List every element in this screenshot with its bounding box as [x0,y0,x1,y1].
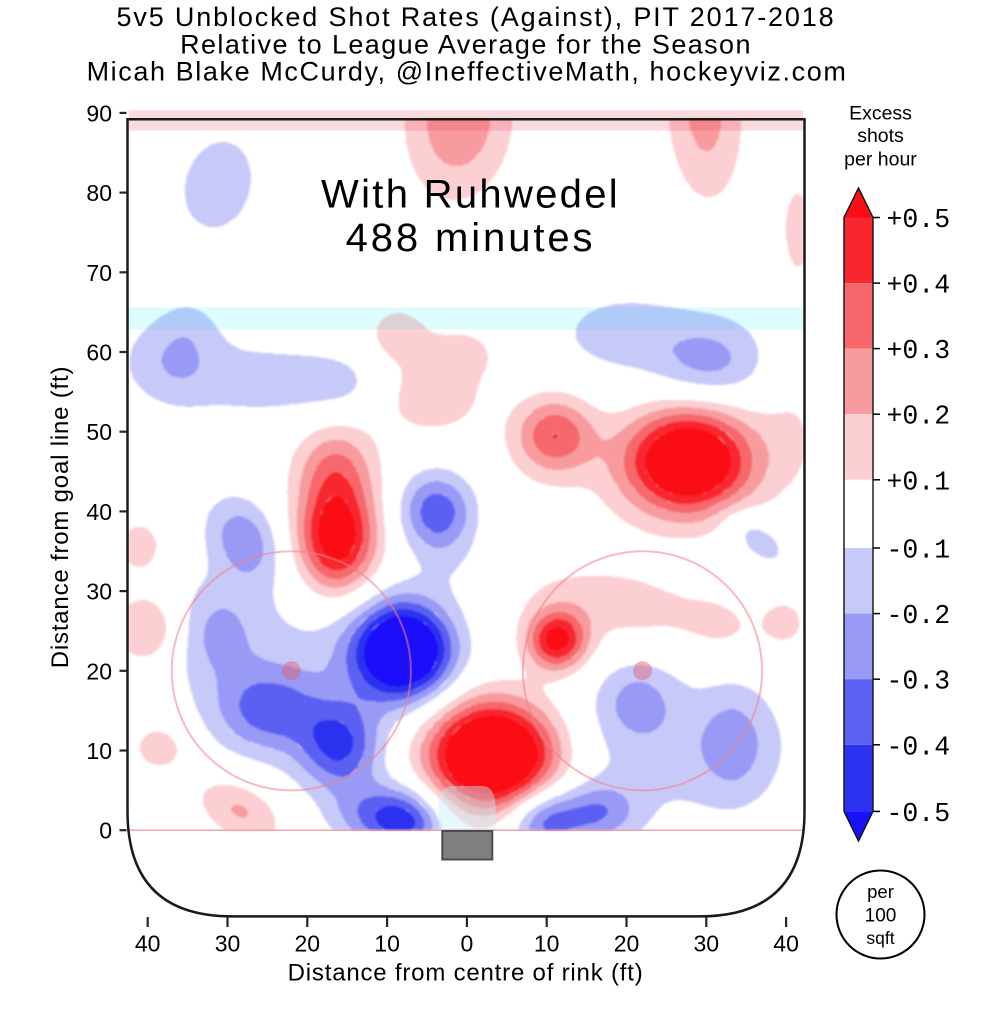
svg-text:100: 100 [865,906,897,927]
svg-text:70: 70 [86,260,112,286]
svg-text:+0.3: +0.3 [887,336,951,366]
svg-text:+0.5: +0.5 [887,205,951,235]
svg-text:90: 90 [86,100,112,126]
svg-text:10: 10 [374,931,400,957]
svg-text:+0.4: +0.4 [887,271,951,301]
svg-text:+0.1: +0.1 [887,467,951,497]
svg-text:20: 20 [295,931,321,957]
svg-text:20: 20 [614,931,640,957]
svg-text:30: 30 [215,931,241,957]
svg-text:0: 0 [461,931,474,957]
svg-text:Excess: Excess [849,103,912,125]
svg-text:Distance from goal line (ft): Distance from goal line (ft) [47,366,74,669]
svg-text:per: per [867,881,894,902]
svg-text:488 minutes: 488 minutes [346,216,596,260]
svg-text:+0.2: +0.2 [887,402,951,432]
svg-text:80: 80 [86,180,112,206]
svg-text:With Ruhwedel: With Ruhwedel [321,173,620,217]
svg-text:10: 10 [534,931,560,957]
svg-text:-0.4: -0.4 [887,732,951,762]
svg-text:0: 0 [99,818,112,844]
svg-text:Relative to League Average for: Relative to League Average for the Seaso… [180,30,752,60]
svg-text:sqft: sqft [866,928,894,948]
svg-text:30: 30 [86,579,112,605]
svg-text:shots: shots [857,125,904,147]
svg-text:-0.5: -0.5 [887,799,951,829]
svg-text:-0.2: -0.2 [887,601,951,631]
svg-text:60: 60 [86,340,112,366]
svg-text:50: 50 [86,419,112,445]
svg-text:Distance from centre of rink (: Distance from centre of rink (ft) [288,959,644,986]
svg-text:40: 40 [86,499,112,525]
svg-text:10: 10 [86,738,112,764]
svg-text:30: 30 [694,931,720,957]
svg-text:20: 20 [86,658,112,684]
svg-text:40: 40 [773,931,799,957]
svg-text:40: 40 [135,931,161,957]
svg-text:5v5 Unblocked Shot Rates (Agai: 5v5 Unblocked Shot Rates (Against), PIT … [116,2,835,32]
svg-text:-0.3: -0.3 [887,667,951,697]
svg-text:per hour: per hour [844,149,917,171]
svg-text:Micah Blake McCurdy, @Ineffect: Micah Blake McCurdy, @IneffectiveMath, h… [87,57,848,87]
svg-text:-0.1: -0.1 [887,536,951,566]
